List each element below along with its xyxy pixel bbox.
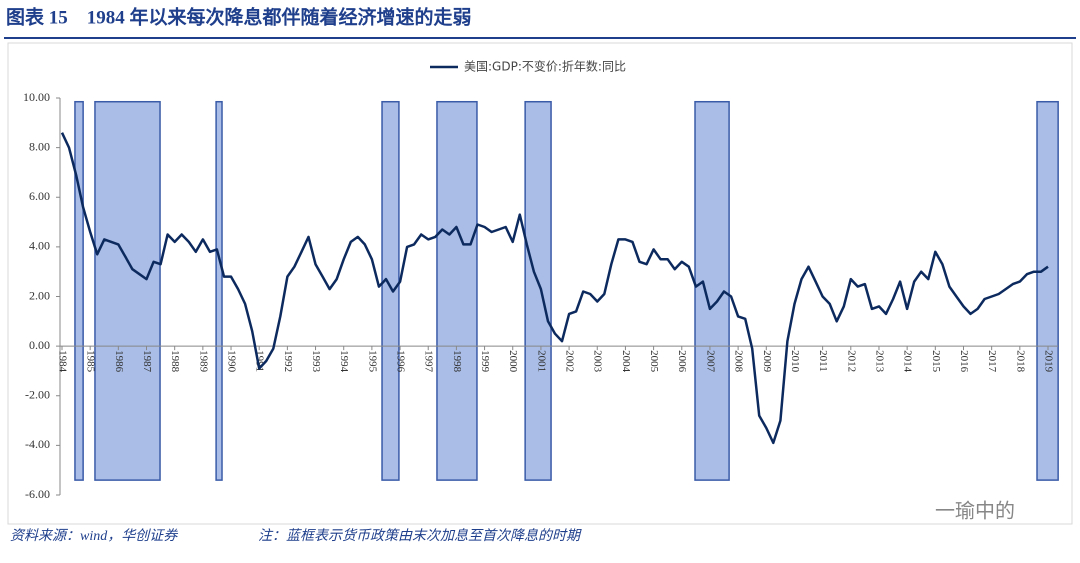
x-tick-label: 2016 [958, 350, 970, 373]
x-tick-label: 1984 [56, 350, 68, 373]
x-tick-label: 2010 [789, 350, 801, 373]
y-tick-label: 0.00 [29, 338, 50, 352]
y-tick-label: -2.00 [25, 388, 50, 402]
x-tick-label: 1990 [225, 350, 237, 373]
x-tick-label: 2003 [592, 350, 604, 373]
shaded-period [524, 100, 552, 481]
x-tick-label: 1989 [197, 350, 209, 373]
x-tick-label: 2015 [930, 350, 942, 373]
x-tick-label: 1987 [141, 350, 153, 373]
x-tick-label: 2018 [1014, 350, 1026, 373]
x-tick-label: 2001 [535, 350, 547, 372]
shaded-period [74, 100, 84, 481]
x-tick-label: 1994 [338, 350, 350, 373]
shaded-period [1036, 100, 1059, 481]
y-tick-label: 10.00 [23, 90, 50, 104]
data-line [60, 132, 1049, 445]
chart-title: 图表 15 1984 年以来每次降息都伴随着经济增速的走弱 [6, 5, 472, 28]
x-tick-label: 2002 [564, 350, 576, 372]
x-tick-label: 2000 [507, 350, 519, 373]
x-tick-label: 2012 [845, 350, 857, 372]
y-tick-label: 2.00 [29, 288, 50, 302]
x-tick-label: 1995 [366, 350, 378, 373]
x-tick-label: 2019 [1042, 350, 1054, 373]
x-tick-label: 1998 [451, 350, 463, 373]
y-tick-label: -6.00 [25, 487, 50, 501]
x-tick-label: 1996 [395, 350, 407, 373]
x-tick-label: 1988 [169, 350, 181, 373]
y-tick-label: -4.00 [25, 437, 50, 451]
shaded-period [381, 100, 400, 481]
x-tick-label: 2013 [873, 350, 885, 373]
chart-frame [7, 42, 1073, 525]
x-tick-label: 2007 [704, 350, 716, 373]
x-tick-label: 2014 [902, 350, 914, 373]
x-tick-label: 1992 [282, 350, 294, 372]
x-tick-label: 2017 [986, 350, 998, 373]
y-tick-label: 4.00 [29, 239, 50, 253]
x-tick-label: 1997 [423, 350, 435, 373]
shaded-period [94, 100, 161, 481]
x-tick-label: 1985 [85, 350, 97, 373]
shaded-period [215, 100, 223, 481]
x-tick-label: 1999 [479, 350, 491, 373]
x-tick-label: 1986 [113, 350, 125, 373]
note: 注：蓝框表示货币政策由末次加息至首次降息的时期 [258, 528, 582, 544]
x-tick-label: 1993 [310, 350, 322, 373]
x-tick-label: 2008 [733, 350, 745, 373]
x-tick-label: 2011 [817, 350, 829, 372]
legend-label: 美国:GDP:不变价:折年数:同比 [464, 59, 626, 74]
source: 资料来源：wind，华创证券 [10, 528, 178, 544]
x-tick-label: 2004 [620, 350, 632, 373]
y-tick-label: 6.00 [29, 189, 50, 203]
x-tick-label: 2009 [761, 350, 773, 373]
x-tick-label: 2005 [648, 350, 660, 373]
x-tick-label: 2006 [676, 350, 688, 373]
y-tick-label: 8.00 [29, 139, 50, 153]
watermark: 一瑜中的 [935, 499, 1015, 523]
shaded-period [436, 100, 478, 481]
